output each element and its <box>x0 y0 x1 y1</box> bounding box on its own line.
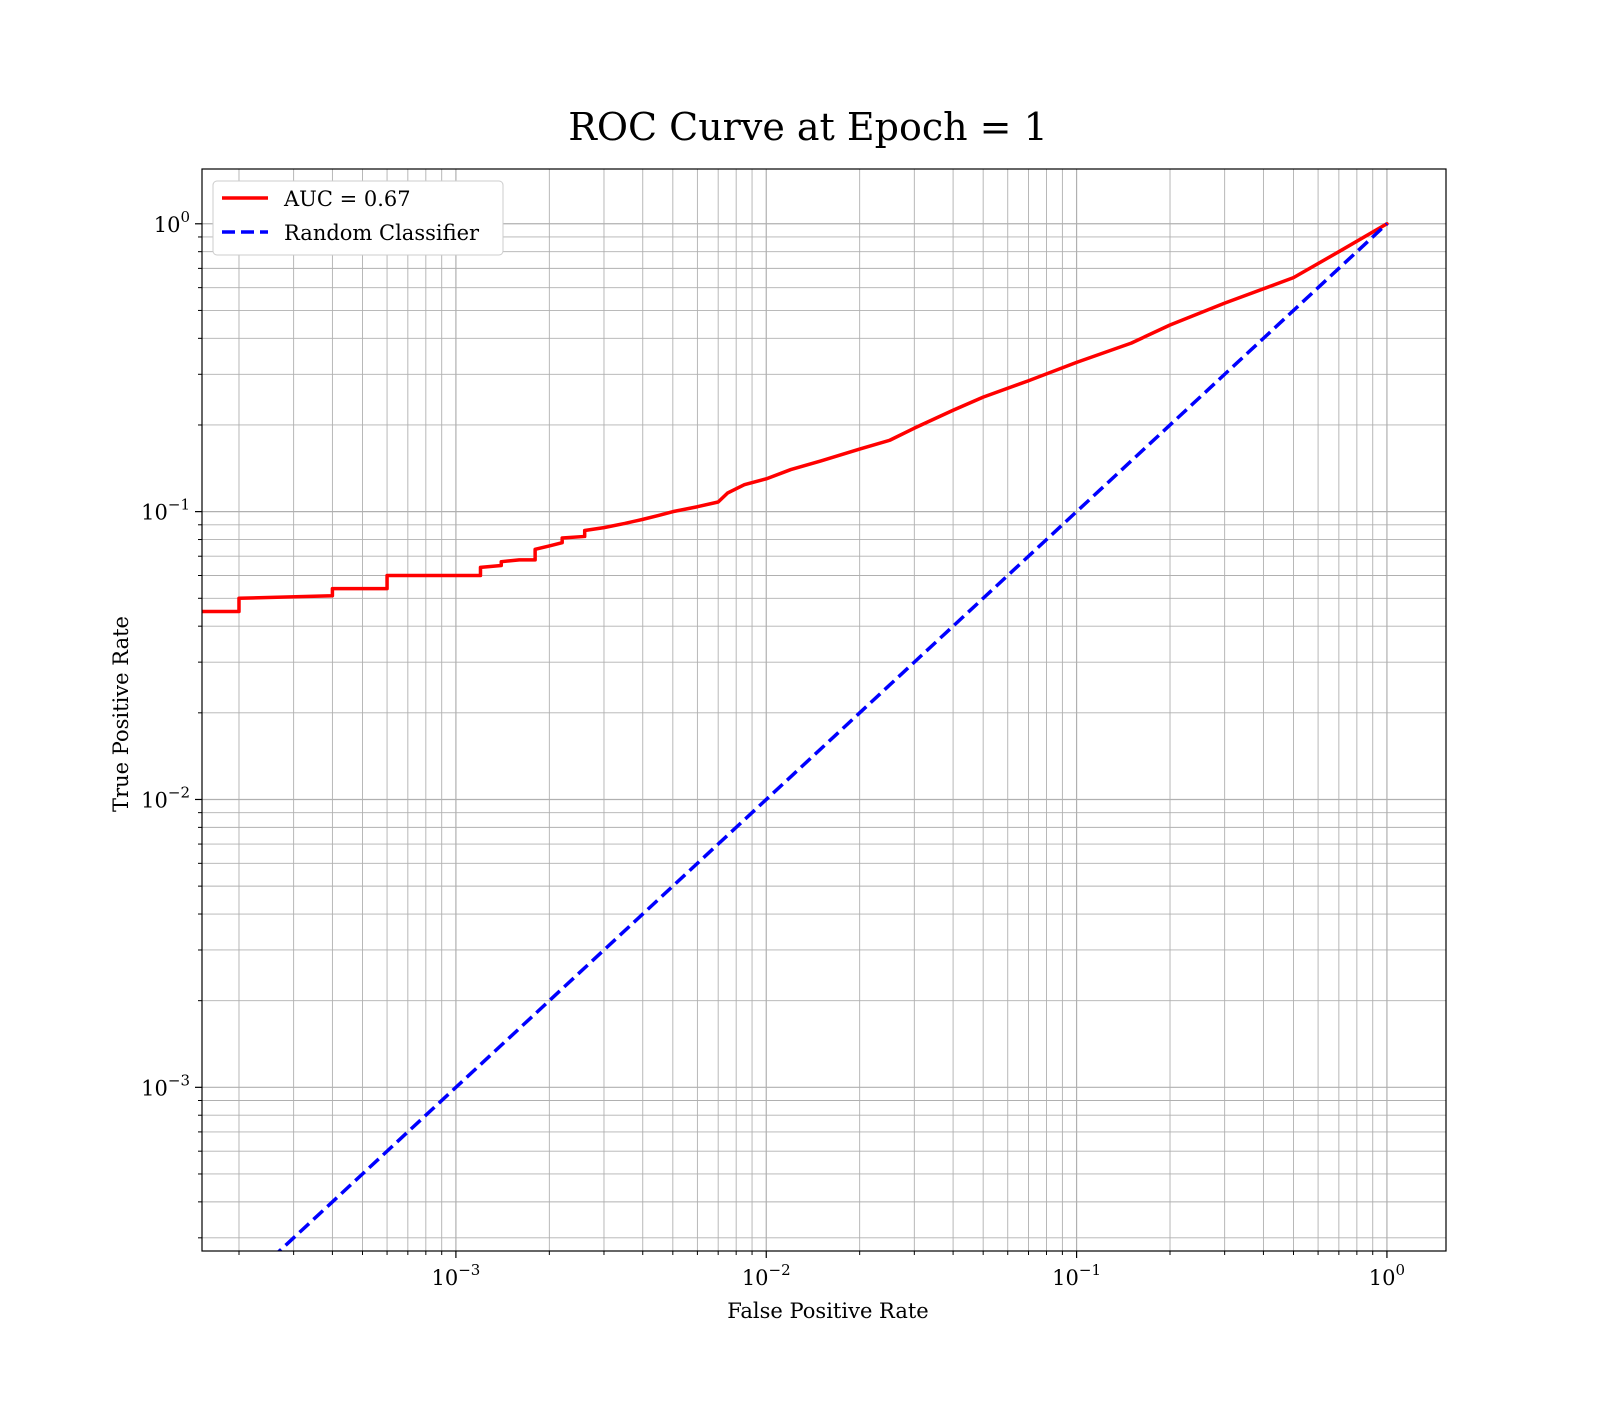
grid-lines <box>202 169 1446 1251</box>
y-tick-label: 10−3 <box>141 1071 190 1100</box>
chart-title: ROC Curve at Epoch = 1 <box>568 105 1048 149</box>
x-tick-label: 10−1 <box>1052 1261 1101 1290</box>
x-tick-label: 10−3 <box>431 1261 480 1290</box>
y-tick-label: 100 <box>154 208 190 237</box>
legend-label-random: Random Classifier <box>284 221 480 245</box>
legend-box <box>212 180 504 256</box>
legend-label-auc: AUC = 0.67 <box>283 187 411 211</box>
x-axis-label: False Positive Rate <box>727 1299 928 1323</box>
y-tick-label: 10−2 <box>141 783 190 812</box>
legend: AUC = 0.67 Random Classifier <box>212 180 504 256</box>
axis-ticks: 10−3 10−2 10−1 100 10−3 10−2 10−1 100 <box>141 208 1405 1290</box>
y-axis-label: True Positive Rate <box>109 616 133 812</box>
plot-area-series <box>202 222 1389 1251</box>
random-classifier-line <box>276 222 1389 1251</box>
y-tick-label: 10−1 <box>141 496 190 525</box>
plot-frame <box>201 168 1447 1252</box>
x-tick-label: 10−2 <box>742 1261 791 1290</box>
x-tick-label: 100 <box>1369 1261 1405 1290</box>
roc-curve-line <box>202 222 1389 614</box>
